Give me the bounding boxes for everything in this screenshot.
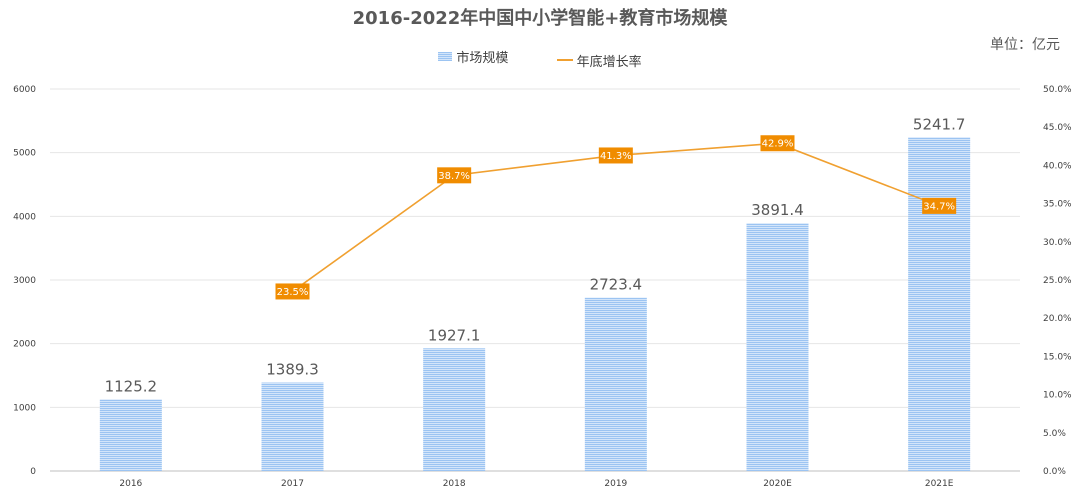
y-right-tick-label: 5.0% [1043, 429, 1066, 439]
bar [423, 348, 486, 471]
y-right-tick-label: 50.0% [1043, 85, 1072, 95]
line-data-label: 38.7% [438, 171, 470, 182]
x-tick-label: 2018 [443, 479, 466, 489]
bar-data-label: 5241.7 [913, 115, 966, 133]
bar-data-label: 1927.1 [428, 326, 481, 344]
legend-label-bar: 市场规模 [456, 51, 509, 66]
bar [584, 297, 647, 471]
y-left-tick-label: 5000 [13, 149, 36, 159]
y-right-tick-label: 15.0% [1043, 352, 1072, 362]
y-right-tick-label: 0.0% [1043, 467, 1066, 477]
y-right-tick-label: 30.0% [1043, 238, 1072, 248]
bar [261, 382, 324, 471]
bar-data-label: 3891.4 [751, 201, 804, 219]
y-right-tick-label: 40.0% [1043, 161, 1072, 171]
line-data-label: 41.3% [600, 151, 632, 162]
line-data-label: 42.9% [762, 139, 794, 150]
y-right-tick-label: 45.0% [1043, 123, 1072, 133]
y-left-tick-label: 1000 [13, 403, 36, 413]
legend-swatch-bar [438, 52, 453, 61]
bar [908, 137, 971, 471]
line-point-marker [760, 135, 795, 152]
growth-line [292, 142, 940, 293]
line-data-label: 34.7% [923, 201, 955, 212]
line-point-marker [598, 147, 633, 164]
y-right-tick-label: 20.0% [1043, 314, 1072, 324]
bar [99, 399, 162, 471]
line-point-marker [437, 167, 472, 184]
legend-item-bar: 市场规模 [438, 47, 508, 66]
legend-item-line: 年底增长率 [556, 51, 642, 70]
bar-data-label: 1389.3 [266, 361, 319, 379]
x-tick-label: 2019 [604, 479, 627, 489]
bar-data-label: 1125.2 [105, 377, 158, 395]
x-tick-label: 2017 [281, 479, 304, 489]
y-left-tick-label: 0 [30, 467, 36, 477]
y-right-tick-label: 25.0% [1043, 276, 1072, 286]
bar [746, 223, 809, 471]
y-right-tick-label: 10.0% [1043, 391, 1072, 401]
x-tick-label: 2021E [925, 479, 954, 489]
chart-title: 2016-2022年中国中小学智能+教育市场规模 [352, 8, 728, 29]
legend: 市场规模 年底增长率 [0, 47, 1080, 70]
line-data-label: 23.5% [277, 287, 309, 298]
y-right-tick-label: 35.0% [1043, 200, 1072, 210]
unit-label: 单位：亿元 [990, 37, 1060, 53]
y-left-tick-label: 2000 [13, 340, 36, 350]
legend-swatch-line [556, 59, 573, 61]
bar-data-label: 2723.4 [590, 276, 643, 294]
y-left-tick-label: 4000 [13, 212, 36, 222]
x-tick-label: 2016 [119, 479, 142, 489]
legend-label-line: 年底增长率 [576, 54, 642, 70]
line-point-marker [275, 283, 310, 300]
x-tick-label: 2020E [763, 479, 792, 489]
y-left-tick-label: 3000 [13, 276, 36, 286]
line-point-marker [922, 197, 957, 214]
y-left-tick-label: 6000 [13, 85, 36, 95]
